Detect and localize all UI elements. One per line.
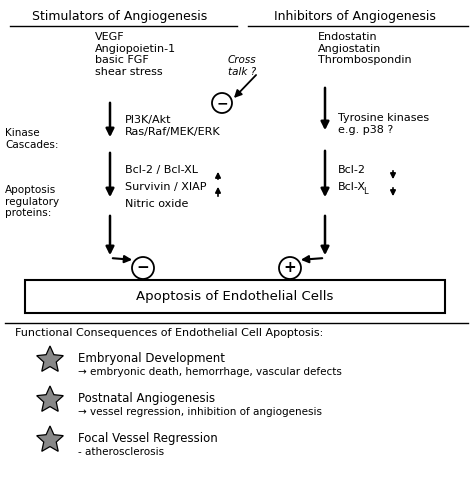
Text: Tyrosine kinases
e.g. p38 ?: Tyrosine kinases e.g. p38 ? <box>338 113 429 135</box>
Text: - atherosclerosis: - atherosclerosis <box>78 447 164 457</box>
Text: Focal Vessel Regression: Focal Vessel Regression <box>78 432 218 445</box>
Text: Cross
talk ?: Cross talk ? <box>228 55 256 77</box>
Text: VEGF
Angiopoietin-1
basic FGF
shear stress: VEGF Angiopoietin-1 basic FGF shear stre… <box>95 32 176 77</box>
Text: Bcl-X: Bcl-X <box>338 182 366 192</box>
Text: Stimulators of Angiogenesis: Stimulators of Angiogenesis <box>32 10 208 23</box>
Circle shape <box>279 257 301 279</box>
Text: Bcl-2: Bcl-2 <box>338 165 366 175</box>
Text: Survivin / XIAP: Survivin / XIAP <box>125 182 207 192</box>
Text: Embryonal Development: Embryonal Development <box>78 352 225 365</box>
Circle shape <box>212 93 232 113</box>
Polygon shape <box>36 346 64 371</box>
Text: PI3K/Akt
Ras/Raf/MEK/ERK: PI3K/Akt Ras/Raf/MEK/ERK <box>125 115 220 137</box>
Text: −: − <box>216 96 228 110</box>
Text: Kinase
Cascades:: Kinase Cascades: <box>5 128 58 150</box>
Text: Postnatal Angiogenesis: Postnatal Angiogenesis <box>78 392 215 405</box>
Text: Bcl-2 / Bcl-XL: Bcl-2 / Bcl-XL <box>125 165 198 175</box>
Text: → embryonic death, hemorrhage, vascular defects: → embryonic death, hemorrhage, vascular … <box>78 367 342 377</box>
Text: Inhibitors of Angiogenesis: Inhibitors of Angiogenesis <box>274 10 436 23</box>
Text: L: L <box>363 187 368 196</box>
Circle shape <box>132 257 154 279</box>
Text: Nitric oxide: Nitric oxide <box>125 199 188 209</box>
Text: Endostatin
Angiostatin
Thrombospondin: Endostatin Angiostatin Thrombospondin <box>318 32 411 65</box>
Text: → vessel regression, inhibition of angiogenesis: → vessel regression, inhibition of angio… <box>78 407 322 417</box>
Text: Apoptosis of Endothelial Cells: Apoptosis of Endothelial Cells <box>137 290 334 303</box>
Text: Apoptosis
regulatory
proteins:: Apoptosis regulatory proteins: <box>5 185 59 218</box>
Text: −: − <box>137 261 149 276</box>
Text: +: + <box>283 261 296 276</box>
Bar <box>25 280 445 313</box>
Text: Functional Consequences of Endothelial Cell Apoptosis:: Functional Consequences of Endothelial C… <box>15 328 323 338</box>
Polygon shape <box>36 426 64 451</box>
Polygon shape <box>36 386 64 411</box>
